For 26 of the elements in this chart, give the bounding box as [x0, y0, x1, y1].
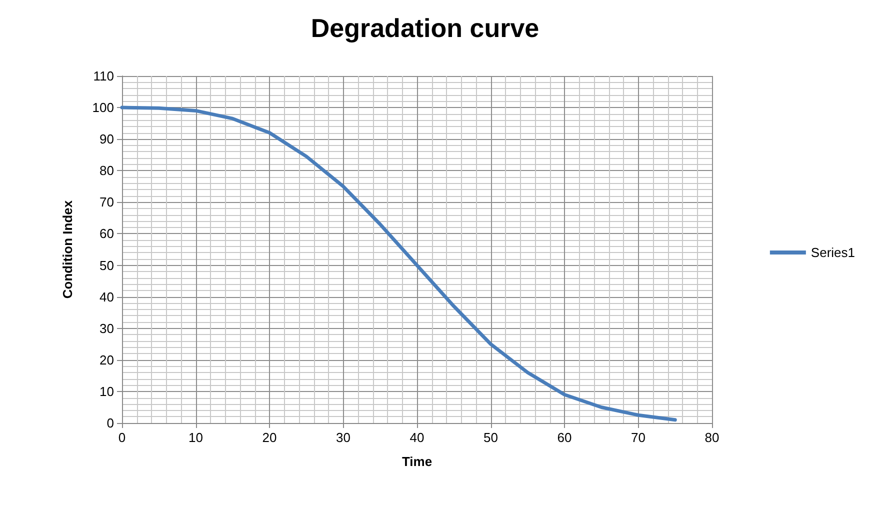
y-tick-label: 110 [93, 68, 114, 84]
y-tick-label: 20 [100, 352, 114, 368]
x-tick-label: 50 [484, 430, 498, 445]
y-tick-label: 50 [100, 258, 114, 273]
y-tick-label: 100 [92, 100, 114, 116]
x-tick-label: 60 [557, 430, 572, 445]
y-axis-title: Condition Index [60, 200, 75, 299]
x-tick-label: 20 [262, 430, 277, 445]
legend-label: Series1 [810, 245, 855, 260]
y-tick-label: 60 [100, 226, 114, 242]
x-tick-label: 30 [336, 430, 350, 445]
y-tick-label: 40 [100, 289, 114, 304]
y-tick-label: 90 [100, 132, 114, 147]
x-axis-title: Time [402, 454, 432, 469]
x-tick-label: 10 [188, 430, 203, 445]
line-series [120, 106, 677, 422]
y-tick-label: 30 [100, 320, 114, 336]
y-tick-label: 10 [100, 384, 114, 399]
x-tick-label: 70 [631, 430, 646, 445]
chart-title: Degradation curve [310, 13, 540, 43]
y-tick-label: 0 [106, 416, 114, 430]
x-tick-label: 0 [118, 430, 126, 445]
x-tick-label: 80 [704, 430, 720, 445]
y-tick-label: 70 [100, 194, 114, 210]
x-tick-label: 40 [410, 430, 424, 445]
y-tick-label: 80 [100, 163, 114, 178]
